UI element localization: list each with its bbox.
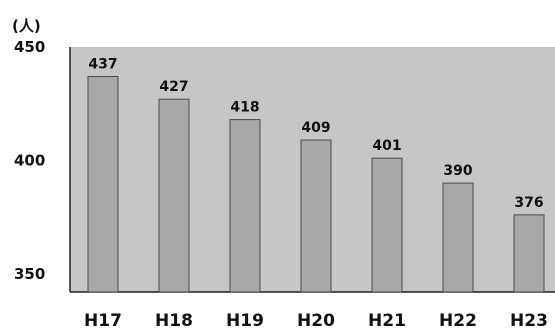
x-tick-label-H19: H19 [226, 311, 264, 331]
data-label-H19: 418 [230, 100, 259, 116]
data-label-H20: 409 [301, 120, 330, 136]
data-label-H17: 437 [88, 56, 117, 72]
bar-H17 [87, 75, 119, 293]
data-label-H23: 376 [514, 195, 543, 211]
x-tick-labels-group: H17 H18 H19 H20 H21 H22 H23 [84, 311, 548, 331]
bars-group [87, 75, 545, 293]
bar-H21 [371, 157, 403, 293]
bar-H23 [513, 214, 545, 293]
data-label-H21: 401 [372, 138, 401, 154]
data-label-H22: 390 [443, 163, 472, 179]
x-tick-label-H22: H22 [439, 311, 477, 331]
data-label-H18: 427 [159, 79, 188, 95]
y-tick-label-350: 350 [14, 265, 45, 283]
x-tick-label-H18: H18 [155, 311, 193, 331]
x-tick-label-H20: H20 [297, 311, 335, 331]
y-tick-labels-group: 450 400 350 [14, 38, 45, 283]
y-unit-label: (人) [12, 17, 41, 35]
bar-H20 [300, 139, 332, 293]
x-tick-label-H17: H17 [84, 311, 122, 331]
y-tick-label-400: 400 [14, 151, 45, 169]
x-tick-label-H23: H23 [510, 311, 548, 331]
bar-H22 [442, 182, 474, 293]
data-labels-group: 437 427 418 409 401 390 376 [88, 56, 543, 210]
x-tick-label-H21: H21 [368, 311, 406, 331]
y-tick-label-450: 450 [14, 38, 45, 56]
bar-H19 [229, 119, 261, 293]
bar-H18 [158, 98, 190, 293]
